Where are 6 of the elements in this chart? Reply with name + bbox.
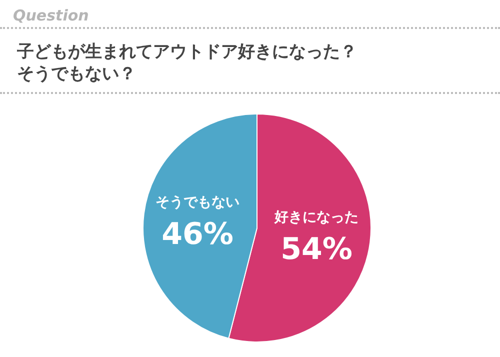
chart-title: 子どもが生まれてアウトドア好きになった？そうでもない？	[16, 42, 357, 84]
slice-label: 好きになった	[274, 210, 359, 226]
text: Question	[13, 6, 89, 24]
slice-label: そうでもない	[155, 194, 240, 210]
data-label: 46%	[162, 216, 234, 252]
data-label: 54%	[280, 232, 352, 268]
